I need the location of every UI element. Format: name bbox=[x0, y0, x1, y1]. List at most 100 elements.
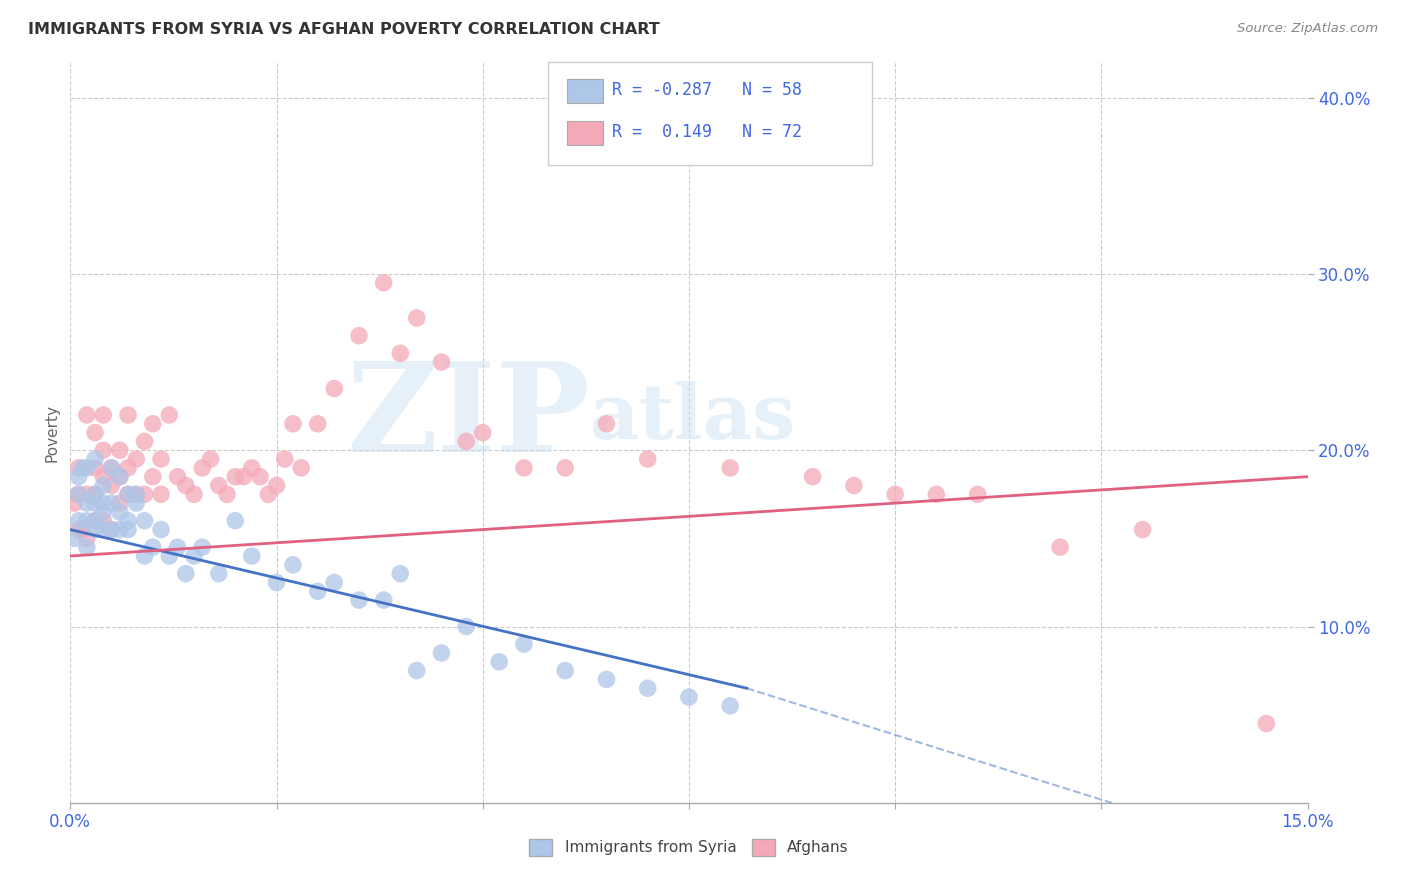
Point bbox=[67, 523, 90, 537]
Point bbox=[842, 478, 865, 492]
Point bbox=[1049, 540, 1071, 554]
Point bbox=[91, 478, 114, 492]
Point bbox=[174, 478, 197, 492]
Point bbox=[430, 646, 453, 660]
Point bbox=[125, 487, 148, 501]
Point bbox=[76, 532, 98, 546]
Point bbox=[91, 408, 114, 422]
Point bbox=[108, 443, 131, 458]
Point bbox=[249, 469, 271, 483]
Point bbox=[84, 487, 107, 501]
Point bbox=[84, 425, 107, 440]
Point bbox=[84, 514, 107, 528]
Point bbox=[108, 469, 131, 483]
Text: ZIP: ZIP bbox=[346, 358, 591, 478]
Point bbox=[637, 681, 659, 696]
Point bbox=[166, 540, 188, 554]
Point bbox=[966, 487, 988, 501]
Point bbox=[117, 487, 139, 501]
Point bbox=[718, 461, 741, 475]
Point bbox=[925, 487, 948, 501]
Point bbox=[513, 461, 536, 475]
Point bbox=[266, 575, 288, 590]
Point bbox=[595, 673, 617, 687]
Point bbox=[257, 487, 280, 501]
Point bbox=[373, 593, 395, 607]
Point bbox=[67, 514, 90, 528]
Text: IMMIGRANTS FROM SYRIA VS AFGHAN POVERTY CORRELATION CHART: IMMIGRANTS FROM SYRIA VS AFGHAN POVERTY … bbox=[28, 22, 659, 37]
Point bbox=[67, 487, 90, 501]
Point bbox=[91, 496, 114, 510]
Point bbox=[150, 523, 173, 537]
Point bbox=[67, 487, 90, 501]
Point bbox=[72, 523, 94, 537]
Point bbox=[100, 478, 122, 492]
Point bbox=[405, 311, 427, 326]
Point bbox=[63, 496, 86, 510]
Point bbox=[430, 355, 453, 369]
Point bbox=[91, 514, 114, 528]
Point bbox=[1132, 523, 1154, 537]
Point bbox=[266, 478, 288, 492]
Point bbox=[215, 487, 238, 501]
Point bbox=[513, 637, 536, 651]
Point bbox=[84, 487, 107, 501]
Point bbox=[389, 566, 412, 581]
Point bbox=[183, 549, 205, 563]
Point bbox=[125, 487, 148, 501]
Point bbox=[323, 575, 346, 590]
Point bbox=[100, 523, 122, 537]
Point bbox=[142, 540, 165, 554]
Point bbox=[595, 417, 617, 431]
Point bbox=[678, 690, 700, 704]
Point bbox=[76, 461, 98, 475]
Point bbox=[166, 469, 188, 483]
Point bbox=[63, 532, 86, 546]
Point bbox=[281, 558, 304, 572]
Point bbox=[323, 382, 346, 396]
Point bbox=[84, 461, 107, 475]
Point bbox=[274, 452, 297, 467]
Point bbox=[232, 469, 254, 483]
Point bbox=[142, 417, 165, 431]
Point bbox=[67, 461, 90, 475]
Point bbox=[224, 514, 246, 528]
Point bbox=[191, 540, 214, 554]
Point bbox=[108, 505, 131, 519]
Text: R =  0.149   N = 72: R = 0.149 N = 72 bbox=[612, 123, 801, 141]
Point bbox=[134, 487, 156, 501]
Text: Source: ZipAtlas.com: Source: ZipAtlas.com bbox=[1237, 22, 1378, 36]
Point bbox=[84, 523, 107, 537]
Point bbox=[174, 566, 197, 581]
Legend: Immigrants from Syria, Afghans: Immigrants from Syria, Afghans bbox=[523, 833, 855, 862]
Point bbox=[389, 346, 412, 360]
Point bbox=[134, 514, 156, 528]
Point bbox=[347, 328, 370, 343]
Text: atlas: atlas bbox=[591, 381, 796, 455]
Point bbox=[290, 461, 312, 475]
Point bbox=[108, 523, 131, 537]
Point bbox=[67, 469, 90, 483]
Point bbox=[117, 523, 139, 537]
Point bbox=[456, 619, 478, 633]
Point bbox=[208, 478, 231, 492]
Point bbox=[76, 496, 98, 510]
Point bbox=[884, 487, 907, 501]
Point bbox=[117, 514, 139, 528]
Point bbox=[108, 496, 131, 510]
Point bbox=[191, 461, 214, 475]
Point bbox=[76, 408, 98, 422]
Text: R = -0.287   N = 58: R = -0.287 N = 58 bbox=[612, 81, 801, 99]
Point bbox=[456, 434, 478, 449]
Point bbox=[117, 408, 139, 422]
Point bbox=[142, 469, 165, 483]
Point bbox=[150, 487, 173, 501]
Point bbox=[281, 417, 304, 431]
Point bbox=[91, 505, 114, 519]
Point bbox=[208, 566, 231, 581]
Point bbox=[117, 487, 139, 501]
Point bbox=[76, 514, 98, 528]
Point bbox=[72, 461, 94, 475]
Point bbox=[183, 487, 205, 501]
Point bbox=[84, 452, 107, 467]
